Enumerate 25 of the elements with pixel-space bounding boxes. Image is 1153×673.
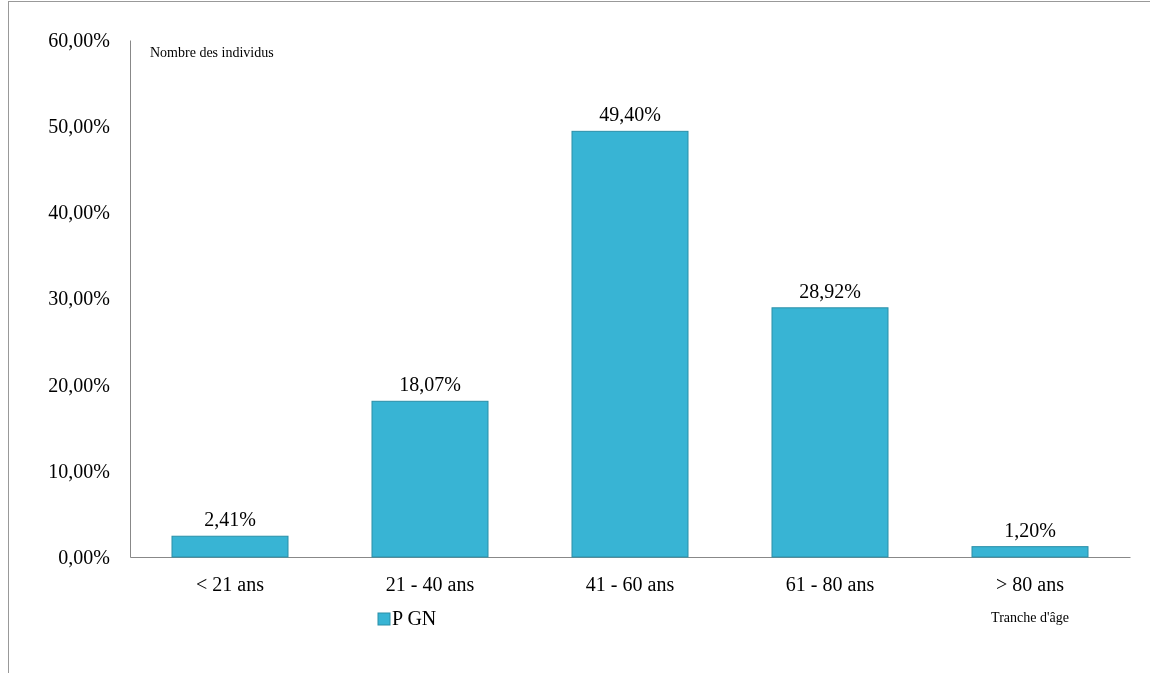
- x-tick-label: 21 - 40 ans: [385, 573, 475, 596]
- bar: [771, 307, 889, 558]
- x-axis-title: Tranche d'âge: [991, 610, 1069, 625]
- data-label: 18,07%: [399, 373, 461, 396]
- x-tick-label: 61 - 80 ans: [785, 573, 875, 596]
- bar: [171, 535, 289, 558]
- y-tick-label: 10,00%: [48, 459, 110, 482]
- bar: [371, 400, 489, 558]
- y-tick-label: 20,00%: [48, 373, 110, 396]
- y-tick-label: 40,00%: [48, 201, 110, 224]
- y-tick-label: 50,00%: [48, 115, 110, 138]
- y-tick-label: 30,00%: [48, 287, 110, 310]
- x-tick-label: < 21 ans: [196, 573, 265, 596]
- legend-label: P GN: [392, 607, 437, 629]
- y-tick-label: 60,00%: [48, 28, 110, 51]
- y-axis-title: Nombre des individus: [150, 45, 274, 60]
- x-tick-label: 41 - 60 ans: [585, 573, 675, 596]
- y-tick-label: 0,00%: [58, 545, 110, 568]
- data-label: 2,41%: [204, 508, 256, 531]
- x-tick-label: > 80 ans: [996, 573, 1065, 596]
- data-label: 49,40%: [599, 103, 661, 126]
- data-label: 28,92%: [799, 279, 861, 302]
- data-label: 1,20%: [1004, 518, 1056, 541]
- bar: [571, 130, 689, 558]
- bar: [971, 546, 1089, 558]
